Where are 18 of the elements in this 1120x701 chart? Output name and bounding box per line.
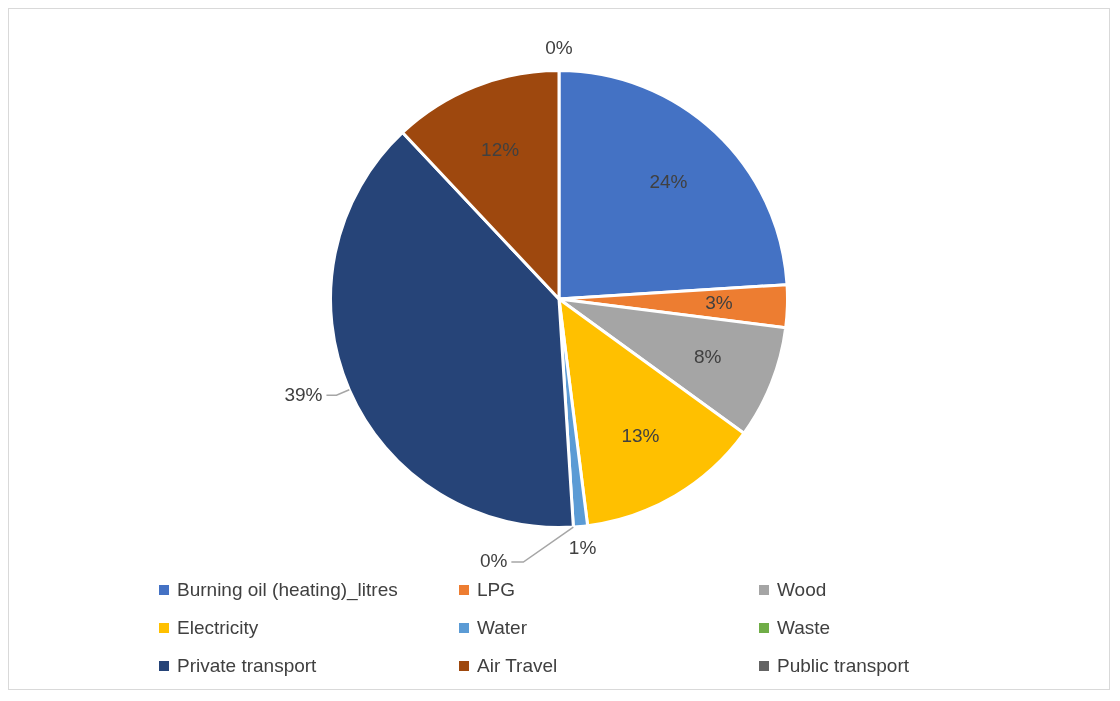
data-label: 39%	[284, 383, 323, 405]
legend-label: Waste	[777, 617, 831, 639]
text: 0%	[545, 36, 573, 58]
legend-label: Water	[477, 617, 527, 639]
legend-label: Electricity	[177, 617, 259, 639]
legend-label: Private transport	[177, 655, 317, 677]
data-label: 24%	[649, 170, 688, 192]
legend-label: Wood	[777, 579, 827, 601]
text: 0%	[479, 550, 508, 572]
legend-label: Air Travel	[477, 655, 558, 677]
data-label: 8%	[693, 346, 722, 368]
data-label: 3%	[705, 292, 733, 314]
legend-label: Burning oil (heating)_litres	[177, 579, 398, 601]
data-label: 1%	[568, 536, 597, 558]
data-label: 13%	[621, 424, 660, 446]
data-label: 12%	[481, 138, 520, 160]
legend-label: LPG	[477, 579, 516, 601]
legend-label: Public transport	[777, 655, 910, 677]
